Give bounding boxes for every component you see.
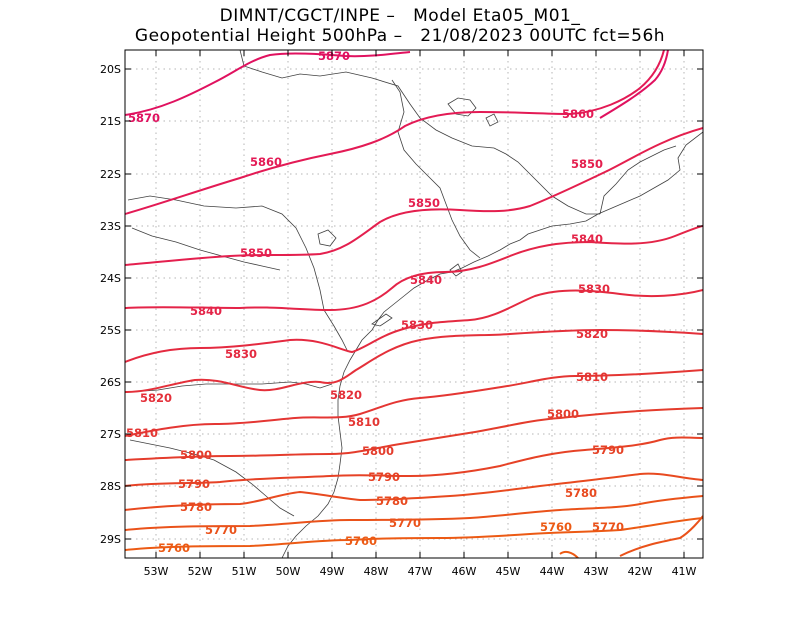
river-border: [131, 227, 281, 271]
label-5830-b: 5830: [401, 318, 433, 332]
lat-label-20s: 20S: [100, 63, 121, 76]
label-5760-c: 5760: [540, 520, 572, 534]
label-5790-a: 5790: [178, 477, 210, 491]
contour-5780: [125, 472, 703, 511]
label-5840-b: 5840: [410, 273, 442, 287]
lon-label-51w: 51W: [232, 565, 257, 578]
lon-label-43w: 43W: [584, 565, 609, 578]
label-5820-b: 5820: [330, 388, 362, 402]
contour-5860: [125, 50, 665, 215]
label-5780-c: 5780: [565, 486, 597, 500]
contour-5870: [125, 51, 411, 116]
contour-5790: [125, 436, 703, 487]
lat-label-21s: 21S: [100, 115, 121, 128]
lake-outline-2: [485, 113, 499, 127]
label-5760-a: 5760: [158, 541, 190, 555]
contour-5850: [125, 127, 703, 266]
axis-ticks: [125, 50, 703, 558]
label-5800-b: 5800: [362, 444, 394, 458]
label-5760-b: 5760: [345, 534, 377, 548]
lat-label-27s: 27S: [100, 428, 121, 441]
label-5840-a: 5840: [190, 304, 222, 318]
label-5860-a: 5860: [250, 155, 282, 169]
label-5850-a: 5850: [240, 246, 272, 260]
lon-label-53w: 53W: [144, 565, 169, 578]
contour-5820: [125, 328, 703, 393]
contour-labels: 5870 5870 5860 5860 5850 5850 5850 5840 …: [126, 49, 624, 555]
lat-label-26s: 26S: [100, 376, 121, 389]
label-5820-c: 5820: [576, 327, 608, 341]
latitude-labels: 20S 21S 22S 23S 24S 25S 26S 27S 28S 29S: [100, 63, 121, 546]
label-5870-a: 5870: [318, 49, 350, 63]
contour-5800: [125, 407, 703, 461]
lon-label-48w: 48W: [364, 565, 389, 578]
label-5810-b: 5810: [348, 415, 380, 429]
map-frame: [124, 49, 704, 559]
atlantic-coastline: [281, 131, 703, 558]
label-5860-b: 5860: [562, 107, 594, 121]
label-5780-a: 5780: [180, 500, 212, 514]
contour-5760: [125, 517, 703, 551]
label-5770-a: 5770: [205, 523, 237, 537]
lon-label-46w: 46W: [452, 565, 477, 578]
title-line-2: Geopotential Height 500hPa – 21/08/2023 …: [134, 26, 666, 46]
lon-label-47w: 47W: [408, 565, 433, 578]
lat-label-22s: 22S: [100, 168, 121, 181]
label-5850-b: 5850: [408, 196, 440, 210]
label-5800-c: 5800: [547, 407, 579, 421]
contour-5770: [125, 495, 703, 531]
lat-label-25s: 25S: [100, 324, 121, 337]
state-border-south: [129, 381, 333, 393]
state-border-southwest: [129, 439, 295, 517]
contour-5770-east: [619, 515, 703, 557]
map-grid: [125, 50, 703, 558]
lat-label-29s: 29S: [100, 533, 121, 546]
label-5810-c: 5810: [576, 370, 608, 384]
contour-5870-east: [599, 50, 669, 119]
label-5770-c: 5770: [592, 520, 624, 534]
lon-label-41w: 41W: [672, 565, 697, 578]
state-border-west: [127, 195, 349, 353]
geopotential-contours: [125, 50, 703, 558]
label-5830-a: 5830: [225, 347, 257, 361]
island-outline: [449, 263, 463, 277]
label-5850-c: 5850: [571, 157, 603, 171]
label-5800-a: 5800: [180, 448, 212, 462]
label-5870-b: 5870: [128, 111, 160, 125]
lat-label-24s: 24S: [100, 272, 121, 285]
contour-5810: [125, 369, 703, 437]
contour-5830: [125, 289, 703, 363]
lon-label-50w: 50W: [276, 565, 301, 578]
label-5790-c: 5790: [592, 443, 624, 457]
label-5840-c: 5840: [571, 232, 603, 246]
title-line-1: DIMNT/CGCT/INPE – Model Eta05_M01_: [219, 6, 581, 26]
lat-label-28s: 28S: [100, 480, 121, 493]
label-5770-b: 5770: [389, 516, 421, 530]
lon-label-52w: 52W: [188, 565, 213, 578]
lon-label-42w: 42W: [628, 565, 653, 578]
coastline-and-borders: [127, 50, 703, 558]
lon-label-49w: 49W: [320, 565, 345, 578]
longitude-labels: 53W 52W 51W 50W 49W 48W 47W 46W 45W 44W …: [144, 565, 697, 578]
contour-5760-south: [559, 550, 579, 558]
lon-label-45w: 45W: [496, 565, 521, 578]
label-5790-b: 5790: [368, 470, 400, 484]
label-5780-b: 5780: [376, 494, 408, 508]
reservoir-outline: [317, 229, 337, 247]
label-5830-c: 5830: [578, 282, 610, 296]
lat-label-23s: 23S: [100, 220, 121, 233]
state-border-inland: [391, 79, 481, 259]
contour-5840: [125, 225, 703, 312]
state-border-east: [599, 145, 677, 215]
bay-outline: [371, 313, 393, 327]
label-5810-a: 5810: [126, 426, 158, 440]
state-border-north: [239, 50, 600, 215]
label-5820-a: 5820: [140, 391, 172, 405]
lon-label-44w: 44W: [540, 565, 565, 578]
